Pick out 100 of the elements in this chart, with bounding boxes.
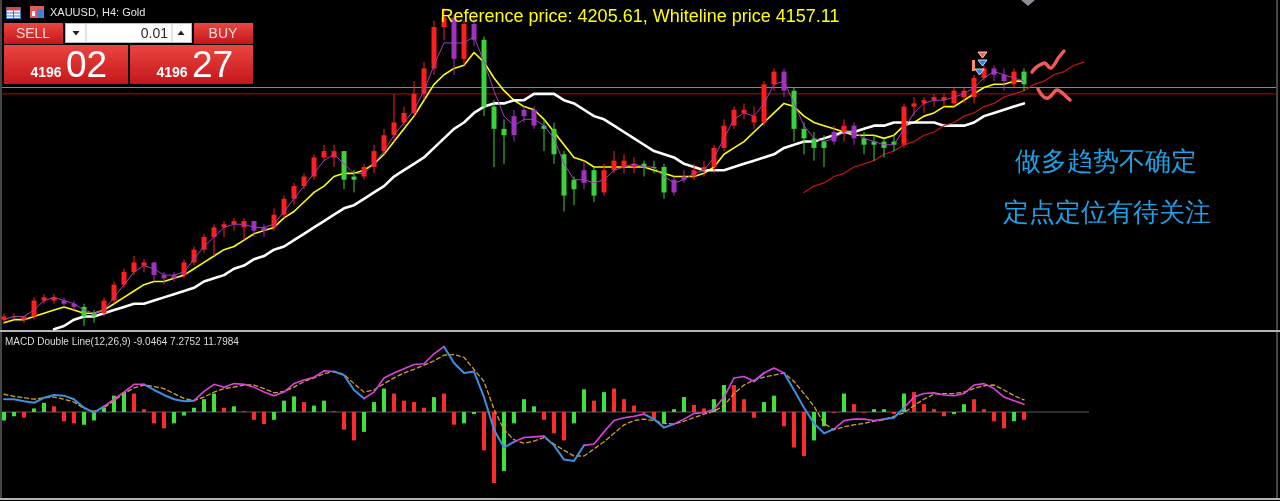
- annotation: BUY: [208, 25, 239, 41]
- bar: [782, 412, 786, 427]
- bar: [592, 400, 596, 412]
- bar: [792, 412, 796, 448]
- bar: [522, 399, 526, 412]
- bar: [42, 402, 46, 412]
- bar: [262, 412, 266, 425]
- bar: [392, 393, 396, 412]
- bar: [972, 399, 976, 412]
- bar: [272, 412, 276, 420]
- annotation: 02: [66, 44, 108, 85]
- bar: [542, 412, 546, 420]
- candlestick: [571, 176, 577, 206]
- bar: [852, 404, 856, 412]
- bar: [422, 407, 426, 412]
- bar: [752, 412, 756, 418]
- bar: [882, 409, 886, 412]
- annotation: 定点定位有待关注: [1003, 197, 1211, 227]
- bar: [992, 412, 996, 422]
- bar: [282, 400, 286, 412]
- bar: [962, 404, 966, 412]
- bar: [632, 405, 636, 412]
- bar: [922, 404, 926, 412]
- bar: [372, 402, 376, 412]
- bar: [302, 402, 306, 412]
- annotation: 做多趋势不确定: [1015, 146, 1197, 176]
- bar: [622, 399, 626, 412]
- bar: [662, 412, 666, 424]
- bar: [252, 412, 256, 420]
- bar: [72, 412, 76, 424]
- bar: [602, 392, 606, 412]
- bar: [182, 412, 186, 416]
- candlestick: [151, 261, 157, 282]
- bar: [562, 412, 566, 441]
- candlestick: [531, 106, 537, 130]
- bar: [232, 406, 236, 412]
- bar: [32, 408, 36, 412]
- bar: [512, 412, 516, 424]
- bar: [802, 412, 806, 457]
- bar: [442, 393, 446, 412]
- bar: [222, 407, 226, 412]
- bar: [532, 406, 536, 412]
- candlestick: [601, 163, 607, 197]
- annotation: SELL: [15, 25, 51, 41]
- candlestick: [211, 223, 217, 257]
- annotation: 4196: [30, 64, 62, 80]
- bar: [942, 412, 946, 417]
- bar: [982, 409, 986, 412]
- chart-title: Reference price: 4205.61, Whiteline price 4157.11: [440, 6, 840, 26]
- bar: [172, 412, 176, 424]
- bar: [202, 399, 206, 412]
- candlestick: [311, 153, 317, 181]
- bar: [682, 397, 686, 412]
- bar: [732, 385, 736, 412]
- candlestick: [511, 109, 517, 143]
- candlestick: [521, 106, 527, 123]
- bar: [22, 412, 26, 418]
- candlestick: [121, 268, 127, 289]
- candlestick: [501, 118, 507, 165]
- bar: [572, 412, 576, 424]
- bar: [842, 393, 846, 412]
- bar: [382, 388, 386, 412]
- candlestick: [581, 160, 587, 190]
- candlestick: [751, 106, 757, 130]
- bar: [12, 412, 16, 417]
- bar: [742, 399, 746, 412]
- bar: [142, 409, 146, 412]
- bar: [52, 406, 56, 412]
- candlestick: [811, 131, 817, 162]
- chart-subtitle: XAUUSD, H4: Gold: [50, 6, 146, 18]
- annotation: 0.01: [140, 25, 169, 41]
- bar: [402, 400, 406, 412]
- bar: [932, 409, 936, 412]
- annotation: 27: [192, 44, 234, 85]
- bar: [1002, 412, 1006, 429]
- bar: [502, 412, 506, 471]
- bar: [702, 408, 706, 412]
- bar: [312, 405, 316, 412]
- bar: [1012, 412, 1016, 422]
- candlestick: [801, 121, 807, 155]
- candlestick: [321, 144, 327, 162]
- candlestick: [911, 96, 917, 117]
- bar: [192, 407, 196, 412]
- candlestick: [491, 99, 497, 168]
- bar: [1022, 412, 1026, 420]
- bar: [62, 412, 66, 422]
- bar: [872, 409, 876, 412]
- bar: [322, 400, 326, 412]
- candlestick: [351, 169, 357, 193]
- candlestick: [131, 255, 137, 276]
- bar: [162, 412, 166, 429]
- candlestick: [381, 128, 387, 155]
- bar: [342, 412, 346, 430]
- bar: [82, 412, 86, 425]
- bar: [492, 412, 496, 483]
- bar: [552, 412, 556, 434]
- bar: [772, 395, 776, 412]
- bar: [762, 402, 766, 412]
- bar: [612, 388, 616, 412]
- bar: [2, 412, 6, 421]
